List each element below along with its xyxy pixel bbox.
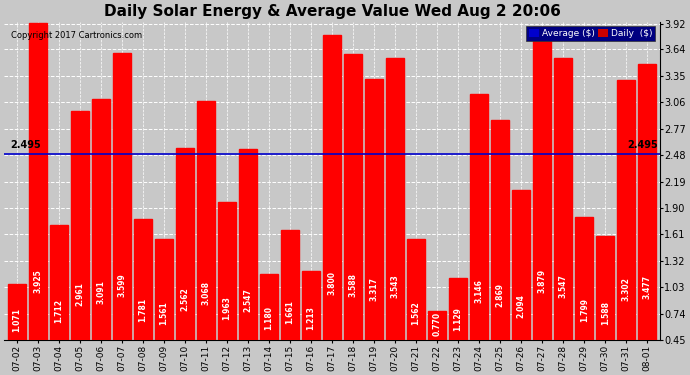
Bar xyxy=(218,202,236,340)
Text: 3.317: 3.317 xyxy=(370,277,379,301)
Bar xyxy=(176,147,194,340)
Bar xyxy=(260,274,278,340)
Bar xyxy=(281,230,299,340)
Text: 2.869: 2.869 xyxy=(495,283,504,307)
Text: 3.925: 3.925 xyxy=(33,269,42,293)
Bar xyxy=(134,219,152,340)
Text: 1.180: 1.180 xyxy=(264,306,273,330)
Text: 3.599: 3.599 xyxy=(117,273,126,297)
Text: 3.543: 3.543 xyxy=(391,274,400,298)
Text: 2.094: 2.094 xyxy=(517,294,526,318)
Text: 3.879: 3.879 xyxy=(538,269,546,294)
Bar xyxy=(407,239,425,340)
Legend: Average ($), Daily  ($): Average ($), Daily ($) xyxy=(526,26,656,40)
Text: 0.770: 0.770 xyxy=(433,312,442,336)
Text: 3.302: 3.302 xyxy=(622,278,631,302)
Text: 1.561: 1.561 xyxy=(159,302,168,325)
Text: 2.495: 2.495 xyxy=(627,140,658,150)
Text: 3.547: 3.547 xyxy=(559,274,568,298)
Bar xyxy=(596,237,614,340)
Bar xyxy=(113,53,131,340)
Bar xyxy=(8,284,26,340)
Bar xyxy=(50,225,68,340)
Bar xyxy=(470,94,488,340)
Text: 3.800: 3.800 xyxy=(328,270,337,294)
Bar xyxy=(29,23,47,341)
Bar xyxy=(428,311,446,340)
Text: 1.071: 1.071 xyxy=(12,308,21,332)
Title: Daily Solar Energy & Average Value Wed Aug 2 20:06: Daily Solar Energy & Average Value Wed A… xyxy=(104,4,560,19)
Text: Copyright 2017 Cartronics.com: Copyright 2017 Cartronics.com xyxy=(11,31,142,40)
Bar xyxy=(344,54,362,340)
Bar xyxy=(386,58,404,340)
Text: 1.213: 1.213 xyxy=(306,306,315,330)
Bar xyxy=(155,239,172,340)
Bar xyxy=(197,101,215,340)
Text: 1.781: 1.781 xyxy=(139,298,148,322)
Text: 1.799: 1.799 xyxy=(580,298,589,322)
Bar xyxy=(533,27,551,340)
Text: 2.562: 2.562 xyxy=(180,288,190,312)
Bar xyxy=(365,79,383,340)
Text: 1.129: 1.129 xyxy=(453,307,463,331)
Bar xyxy=(618,80,635,340)
Text: 2.961: 2.961 xyxy=(75,282,84,306)
Bar xyxy=(239,149,257,340)
Bar xyxy=(92,99,110,340)
Text: 2.495: 2.495 xyxy=(10,140,41,150)
Text: 1.562: 1.562 xyxy=(412,302,421,325)
Text: 3.091: 3.091 xyxy=(97,280,106,304)
Bar xyxy=(323,34,341,340)
Bar xyxy=(554,58,572,340)
Bar xyxy=(491,120,509,340)
Text: 2.547: 2.547 xyxy=(244,288,253,312)
Text: 1.661: 1.661 xyxy=(286,300,295,324)
Text: 1.588: 1.588 xyxy=(601,301,610,325)
Bar xyxy=(302,271,320,340)
Bar xyxy=(638,64,656,340)
Text: 3.068: 3.068 xyxy=(201,280,210,304)
Bar xyxy=(71,111,89,340)
Text: 1.712: 1.712 xyxy=(55,299,63,323)
Bar xyxy=(575,217,593,340)
Bar xyxy=(512,190,530,340)
Text: 3.588: 3.588 xyxy=(348,273,357,297)
Text: 3.146: 3.146 xyxy=(475,280,484,303)
Text: 3.477: 3.477 xyxy=(643,275,652,299)
Bar xyxy=(449,278,467,340)
Text: 1.963: 1.963 xyxy=(222,296,231,320)
